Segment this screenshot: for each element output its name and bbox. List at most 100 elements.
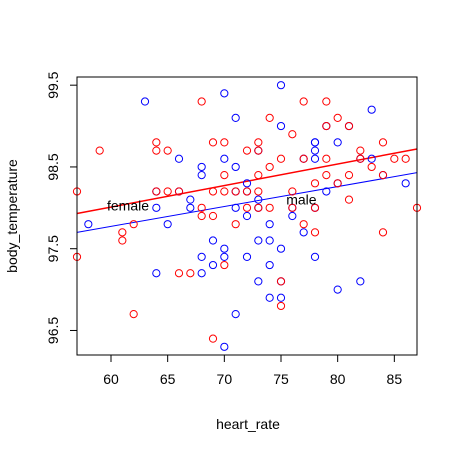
data-point-male xyxy=(197,252,206,261)
data-point-male xyxy=(242,179,252,188)
data-point-male xyxy=(333,285,342,294)
data-point-female xyxy=(242,146,252,155)
data-point-male xyxy=(208,260,218,270)
data-point-female xyxy=(208,187,218,196)
data-point-male xyxy=(231,310,240,319)
data-point-female xyxy=(152,187,161,196)
data-point-male xyxy=(208,236,218,245)
data-point-female xyxy=(208,334,218,343)
data-point-male xyxy=(265,293,274,302)
data-point-male xyxy=(265,236,274,245)
data-point-female xyxy=(333,179,342,188)
data-point-female xyxy=(129,220,138,229)
data-point-female xyxy=(344,121,354,131)
data-point-female xyxy=(344,171,354,180)
data-point-female xyxy=(163,187,172,196)
data-point-male xyxy=(254,277,263,286)
data-point-female xyxy=(220,260,229,270)
data-point-female xyxy=(322,171,331,180)
data-point-female xyxy=(231,220,240,229)
data-point-female xyxy=(242,187,252,196)
data-point-female xyxy=(356,154,365,163)
data-point-male xyxy=(276,293,286,302)
data-point-female xyxy=(322,97,331,106)
data-point-male xyxy=(163,220,172,229)
data-point-female xyxy=(197,97,206,106)
data-point-female xyxy=(310,179,320,188)
data-point-male xyxy=(152,269,161,278)
fit-line-female xyxy=(76,148,418,215)
data-point-male xyxy=(174,154,184,163)
data-point-female xyxy=(208,211,218,221)
data-point-female xyxy=(186,269,195,278)
data-point-male xyxy=(197,269,206,278)
group-annotation-female: female xyxy=(107,197,149,213)
data-point-female xyxy=(174,187,184,196)
data-point-female xyxy=(401,154,410,163)
data-point-female xyxy=(378,138,388,147)
data-point-female xyxy=(118,228,127,237)
data-point-male xyxy=(220,154,229,163)
axes: 60 65 70 75 80 85 96.5 97.5 98.5 99.5 xyxy=(45,71,418,387)
x-tick-label: 85 xyxy=(387,371,403,387)
data-point-female xyxy=(299,154,308,163)
data-point-female xyxy=(322,154,331,163)
y-tick-label: 98.5 xyxy=(45,153,61,180)
data-point-female xyxy=(152,146,161,155)
data-point-female xyxy=(174,269,184,278)
data-point-female xyxy=(129,310,138,319)
data-point-male xyxy=(197,162,206,172)
data-point-male xyxy=(276,121,286,131)
data-point-male xyxy=(276,244,286,253)
data-point-female xyxy=(276,277,286,286)
data-point-male xyxy=(367,154,376,163)
data-point-female xyxy=(265,162,274,172)
data-point-female xyxy=(231,187,240,196)
data-point-female xyxy=(208,138,218,147)
data-point-female xyxy=(265,113,274,122)
y-tick-label: 97.5 xyxy=(45,235,61,262)
data-point-female xyxy=(254,171,263,180)
data-point-male xyxy=(186,203,195,212)
data-point-male xyxy=(220,244,229,253)
data-point-male xyxy=(356,277,365,286)
data-point-male xyxy=(310,146,320,155)
data-point-male xyxy=(310,154,320,163)
x-tick-label: 65 xyxy=(160,371,176,387)
data-point-female xyxy=(356,146,365,155)
data-point-male xyxy=(310,138,320,147)
data-point-female xyxy=(310,203,320,212)
data-point-female xyxy=(288,187,297,196)
data-point-male xyxy=(367,105,376,114)
data-point-male xyxy=(231,113,240,122)
data-point-female xyxy=(254,187,263,196)
data-point-female xyxy=(333,113,342,122)
data-point-female xyxy=(276,154,286,163)
data-point-female xyxy=(390,154,399,163)
data-point-male xyxy=(231,162,240,172)
data-point-female xyxy=(254,203,263,212)
data-point-female xyxy=(288,130,297,139)
data-point-female xyxy=(367,162,376,172)
data-point-female xyxy=(197,203,206,212)
x-tick-label: 60 xyxy=(103,371,119,387)
data-point-female xyxy=(299,97,308,106)
data-point-male xyxy=(288,211,297,221)
y-tick-label: 99.5 xyxy=(45,71,61,98)
plot-area: female male xyxy=(72,81,422,351)
data-point-female xyxy=(152,138,161,147)
data-point-male xyxy=(322,187,331,196)
data-point-male xyxy=(242,252,252,261)
x-axis-label: heart_rate xyxy=(216,416,280,432)
data-point-female xyxy=(299,220,308,229)
group-annotation-male: male xyxy=(286,192,317,208)
y-axis-label: body_temperature xyxy=(4,159,20,273)
data-point-female xyxy=(220,138,229,147)
x-tick-label: 70 xyxy=(217,371,233,387)
data-point-female xyxy=(197,211,206,221)
data-point-male xyxy=(276,81,286,90)
data-point-male xyxy=(254,236,263,245)
data-point-male xyxy=(220,89,229,98)
